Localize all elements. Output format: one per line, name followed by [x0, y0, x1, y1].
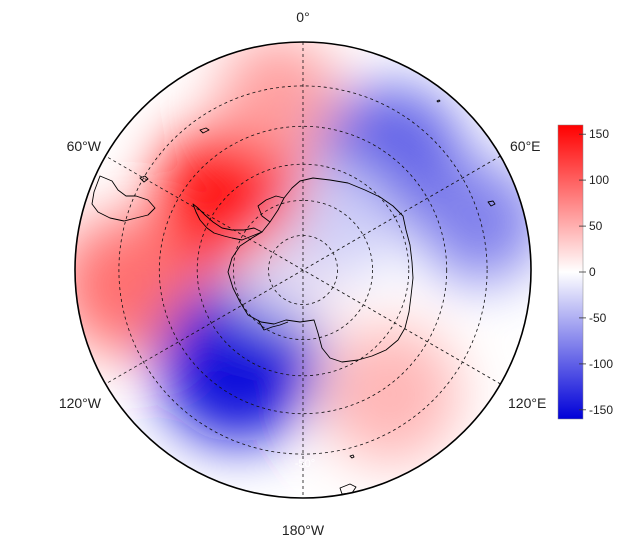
weddell-sea-ice-shelf: [257, 195, 285, 223]
colorbar-tick-label: 50: [589, 219, 603, 233]
negative-anomaly-9: [237, 239, 318, 320]
coastlines: [91, 99, 496, 495]
colorbar-tick-label: 100: [589, 173, 609, 187]
colorbar-tick-label: 150: [589, 127, 609, 141]
meridian-line: [105, 155, 501, 385]
south-georgia: [199, 127, 210, 134]
colorbar-gradient: [557, 124, 584, 420]
lon-label-60e: 60°E: [510, 138, 541, 154]
south-america-coastline: [91, 175, 156, 222]
graticule: [105, 42, 501, 498]
colorbar-tick-label: -100: [589, 357, 613, 371]
anomaly-field: [75, 42, 531, 498]
kerguelen-island: [487, 200, 496, 207]
latitude-circle: [118, 85, 488, 455]
colorbar-tick-label: -50: [589, 311, 607, 325]
longitude-labels: 0° 60°E 120°E 180°W 120°W 60°W: [59, 9, 546, 538]
lon-label-180w: 180°W: [282, 522, 325, 538]
antarctic-peninsula-coastline: [192, 203, 263, 241]
latitude-circle: [232, 199, 373, 340]
heard-island: [436, 99, 441, 103]
lon-label-120w: 120°W: [59, 395, 102, 411]
falkland-islands: [139, 175, 149, 183]
new-zealand-fragment: [339, 483, 357, 495]
negative-anomaly-8: [288, 167, 399, 278]
ross-ice-shelf-edge: [257, 319, 289, 331]
positive-anomaly-1: [75, 215, 198, 356]
lon-label-120e: 120°E: [508, 395, 546, 411]
map-boundary: [74, 41, 532, 499]
negative-anomaly-7: [420, 162, 531, 283]
positive-anomaly-2: [218, 42, 339, 156]
colorbar-tick-label: -150: [589, 403, 613, 417]
latitude-circle: [158, 125, 448, 415]
campbell-island: [349, 454, 355, 459]
positive-anomaly-3: [319, 324, 460, 465]
colorbar-tick-label: 0: [589, 265, 596, 279]
lon-label-0: 0°: [296, 9, 309, 25]
lon-label-60w: 60°W: [67, 138, 102, 154]
colorbar: 150 100 50 0 -50 -100 -150: [557, 124, 613, 420]
latitude-label: -50°: [295, 458, 315, 470]
antarctica-coastline: [227, 177, 414, 363]
positive-anomaly-0: [155, 122, 312, 279]
